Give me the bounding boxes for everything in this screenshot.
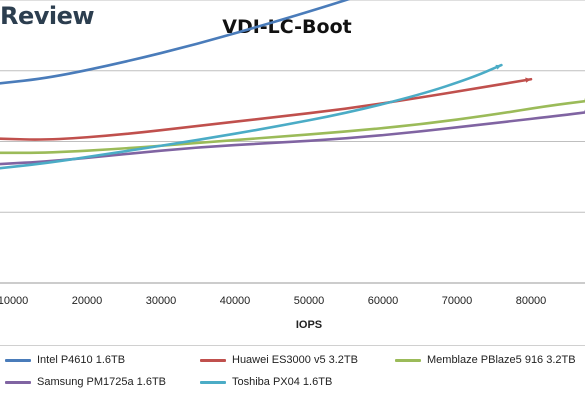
x-tick-labels: 10000 20000 30000 40000 50000 60000 70000 80000 [0, 295, 546, 307]
legend-label: Intel P4610 1.6TB [37, 354, 125, 366]
legend-swatch [5, 381, 31, 384]
x-tick-label: 80000 [516, 295, 547, 307]
legend-swatch [395, 359, 421, 362]
series-line [0, 100, 585, 152]
series-line [0, 79, 531, 139]
chart-legend: Intel P4610 1.6TB Huawei ES3000 v5 3.2TB M… [0, 345, 585, 402]
legend-label: Memblaze PBlaze5 916 3.2TB [427, 354, 576, 366]
legend-swatch [200, 359, 226, 362]
legend-item: Memblaze PBlaze5 916 3.2TB [395, 354, 576, 366]
x-axis-label: IOPS [296, 319, 322, 331]
legend-swatch [200, 381, 226, 384]
legend-label: Toshiba PX04 1.6TB [232, 376, 332, 388]
series-line [0, 65, 501, 168]
x-tick-label: 50000 [294, 295, 325, 307]
legend-item: Intel P4610 1.6TB [5, 354, 125, 366]
legend-item: Huawei ES3000 v5 3.2TB [200, 354, 358, 366]
x-tick-label: 60000 [368, 295, 399, 307]
legend-swatch [5, 359, 31, 362]
legend-label: Huawei ES3000 v5 3.2TB [232, 354, 358, 366]
legend-item: Samsung PM1725a 1.6TB [5, 376, 166, 388]
x-tick-label: 70000 [442, 295, 473, 307]
legend-item: Toshiba PX04 1.6TB [200, 376, 332, 388]
legend-label: Samsung PM1725a 1.6TB [37, 376, 166, 388]
x-tick-label: 30000 [146, 295, 177, 307]
x-tick-label: 10000 [0, 295, 28, 307]
x-tick-label: 20000 [72, 295, 103, 307]
x-tick-label: 40000 [220, 295, 251, 307]
